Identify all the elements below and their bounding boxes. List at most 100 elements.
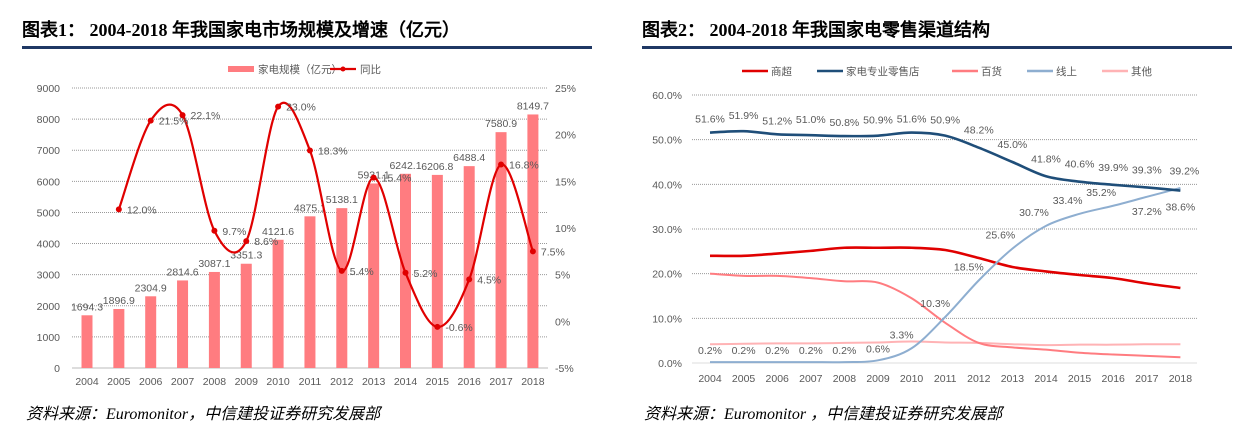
chart1-bar-label: 6488.4 — [453, 152, 485, 164]
chart2-xtick: 2007 — [799, 373, 823, 385]
chart1-bar — [368, 183, 380, 368]
chart2-online-label: 33.4% — [1053, 195, 1083, 207]
chart1-bar — [527, 114, 539, 368]
chart1-ytick: 3000 — [37, 270, 61, 282]
chart1-legend-marker — [340, 66, 346, 72]
chart2-store-label: 38.6% — [1166, 202, 1196, 214]
chart2-store-label: 51.0% — [796, 114, 826, 126]
chart1-legend-bar: 家电规模（亿元） — [258, 63, 342, 76]
chart2-xtick: 2005 — [732, 373, 756, 385]
chart2-xtick: 2012 — [967, 373, 991, 385]
chart2-store-label: 40.6% — [1065, 159, 1095, 171]
chart1-growth-label: 23.0% — [286, 102, 316, 114]
chart1-growth-label: 8.6% — [254, 236, 278, 248]
chart1-growth-label: 12.0% — [127, 204, 157, 216]
chart1-bar-label: 5138.1 — [326, 194, 358, 206]
chart1-growth-point — [179, 112, 186, 119]
chart1-growth-label: 16.8% — [509, 160, 539, 172]
chart1-xtick: 2004 — [75, 376, 99, 388]
chart2-online-label: 39.2% — [1170, 166, 1200, 178]
chart1-bar-label: 7580.9 — [485, 118, 517, 130]
chart1-growth-point — [115, 206, 122, 213]
chart1-xtick: 2009 — [235, 376, 259, 388]
chart1-bar-label: 4121.6 — [262, 226, 294, 238]
chart1-title-rule — [22, 46, 592, 49]
chart1-xtick: 2005 — [107, 376, 131, 388]
chart1-bar-label: 3087.1 — [198, 258, 230, 270]
chart1-growth-label: 5.4% — [350, 266, 374, 278]
chart1-bar — [145, 296, 157, 368]
chart2-store-label: 50.9% — [863, 115, 893, 127]
chart1-ytick: 8000 — [37, 114, 61, 126]
chart2-title: 图表2： 2004-2018 年我国家电零售渠道结构 — [642, 20, 990, 40]
chart1-ytick: 0 — [54, 363, 60, 375]
chart2-online-label: 30.7% — [1019, 207, 1049, 219]
chart1-xtick: 2011 — [299, 376, 322, 388]
chart1-xtick: 2012 — [330, 376, 354, 388]
chart2-ytick: 10.0% — [652, 313, 682, 325]
chart1-bar-label: 4875.1 — [294, 202, 326, 214]
chart2-xtick: 2006 — [766, 373, 790, 385]
chart1-growth-point — [243, 238, 250, 245]
chart2-xtick: 2015 — [1068, 373, 1092, 385]
chart1-growth-label: 22.1% — [191, 110, 221, 122]
chart1-y2tick: 0% — [555, 316, 570, 328]
chart2-online-label: 10.3% — [920, 298, 950, 310]
chart1-bar — [208, 271, 220, 368]
chart1-ytick: 4000 — [37, 239, 61, 251]
chart1-xtick: 2015 — [426, 376, 450, 388]
chart1-growth-label: -0.6% — [445, 322, 472, 334]
chart2-store-label: 50.9% — [930, 115, 960, 127]
chart1-source: 资料来源：Euromonitor，中信建投证券研究发展部 — [26, 406, 381, 423]
chart1-bar-label: 1896.9 — [103, 295, 135, 307]
chart2-store-label: 41.8% — [1031, 153, 1061, 165]
chart1-growth-point — [466, 276, 473, 283]
chart2-legend-item: 百货 — [981, 65, 1002, 78]
chart1-ytick: 2000 — [37, 301, 61, 313]
chart1-growth-point — [306, 147, 313, 154]
chart2-store-label: 51.6% — [897, 114, 927, 126]
chart1-bar — [304, 216, 316, 368]
chart1-xtick: 2010 — [266, 376, 290, 388]
chart2-xtick: 2013 — [1001, 373, 1025, 385]
chart2-xtick: 2018 — [1169, 373, 1193, 385]
chart1-bar — [113, 308, 125, 368]
chart2-online-label: 0.2% — [698, 345, 722, 357]
chart1-bar — [495, 132, 507, 368]
chart1-growth-point — [211, 227, 218, 234]
chart2-xtick: 2010 — [900, 373, 924, 385]
chart1-growth-label: 9.7% — [222, 226, 246, 238]
chart1-bar — [431, 174, 443, 368]
chart2-ytick: 50.0% — [652, 135, 682, 147]
chart2-online-label: 0.2% — [832, 345, 856, 357]
chart2-store-label: 51.6% — [695, 114, 725, 126]
chart2-xtick: 2008 — [833, 373, 857, 385]
chart1-bar — [272, 239, 284, 368]
chart2-store-label: 51.2% — [762, 115, 792, 127]
chart1-ytick: 1000 — [37, 332, 61, 344]
chart1-growth-point — [275, 103, 282, 110]
chart2-store-label: 51.9% — [729, 110, 759, 122]
chart1-y2tick: -5% — [555, 363, 574, 375]
chart2-xtick: 2004 — [698, 373, 722, 385]
chart1-growth-point — [498, 161, 505, 168]
chart2-store-label: 48.2% — [964, 125, 994, 137]
chart1-bar — [463, 166, 475, 368]
chart1-xtick: 2008 — [203, 376, 227, 388]
chart1-growth-label: 15.4% — [382, 173, 412, 185]
chart2-ytick: 40.0% — [652, 179, 682, 191]
chart2-online-label: 25.6% — [986, 230, 1016, 242]
chart1-bar — [177, 280, 189, 368]
chart2-series-line — [710, 186, 1181, 364]
chart1-xtick: 2013 — [362, 376, 386, 388]
chart2-ytick: 60.0% — [652, 90, 682, 102]
chart2-online-label: 18.5% — [954, 261, 984, 273]
chart1-y2tick: 15% — [555, 176, 576, 188]
chart2-xtick: 2017 — [1135, 373, 1159, 385]
chart1-bar-label: 2814.6 — [166, 266, 198, 278]
chart1-bar-label: 3351.3 — [230, 250, 262, 262]
chart2-online-label: 3.3% — [890, 329, 914, 341]
chart1-y2tick: 20% — [555, 130, 576, 142]
chart1-growth-point — [529, 248, 536, 255]
chart2-legend-item: 商超 — [771, 65, 792, 78]
